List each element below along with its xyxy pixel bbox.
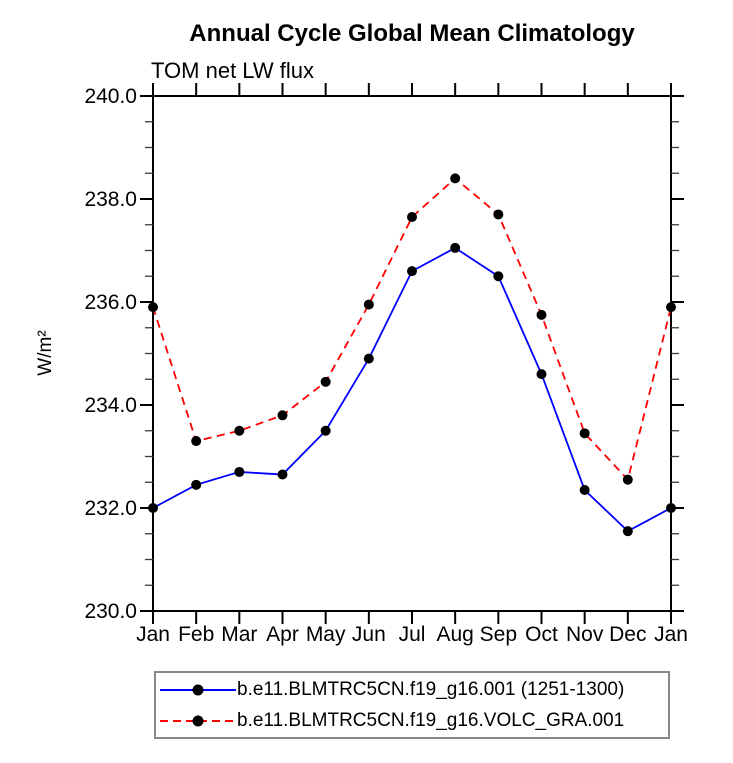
y-tick-label: 234.0 <box>84 394 137 417</box>
legend-entry-series-1: b.e11.BLMTRC5CN.f19_g16.VOLC_GRA.001 <box>160 709 668 733</box>
data-point-marker-series-0 <box>320 425 331 436</box>
y-tick-label: 236.0 <box>84 291 137 314</box>
x-tick-label: Jun <box>352 623 386 646</box>
data-point-marker-series-1 <box>191 436 202 447</box>
plot-frame <box>152 95 672 612</box>
legend-label-series-1: b.e11.BLMTRC5CN.f19_g16.VOLC_GRA.001 <box>237 709 625 731</box>
legend-line-sample-red <box>160 715 236 726</box>
data-point-marker-series-0 <box>622 526 633 537</box>
data-point-marker-series-1 <box>320 376 331 387</box>
data-point-marker-series-1 <box>363 299 374 310</box>
data-point-marker-series-0 <box>191 479 202 490</box>
data-point-marker-series-1 <box>450 173 461 184</box>
y-tick-label: 238.0 <box>84 188 137 211</box>
x-tick-label: Feb <box>178 623 214 646</box>
data-point-marker-series-0 <box>407 266 417 277</box>
data-point-marker-series-0 <box>493 271 504 282</box>
data-point-marker-series-1 <box>234 425 245 436</box>
y-tick-label: 232.0 <box>84 497 137 520</box>
marker-dot-icon <box>192 684 204 695</box>
chart-title: Annual Cycle Global Mean Climatology <box>189 20 635 47</box>
data-point-marker-series-1 <box>536 309 547 320</box>
x-tick-label: Apr <box>266 623 299 646</box>
data-point-marker-series-1 <box>407 212 417 223</box>
marker-dot-icon <box>192 715 204 726</box>
data-point-marker-series-0 <box>666 503 676 513</box>
data-point-marker-series-0 <box>234 466 245 477</box>
x-tick-label: May <box>306 623 346 646</box>
x-tick-label: Jan <box>136 623 170 646</box>
x-tick-label: Mar <box>221 623 257 646</box>
x-tick-label: Jan <box>654 623 688 646</box>
data-point-marker-series-1 <box>493 209 504 220</box>
x-tick-label: Dec <box>609 623 646 646</box>
data-point-marker-series-0 <box>148 503 158 513</box>
x-tick-label: Aug <box>436 623 473 646</box>
series-line-1 <box>152 177 672 482</box>
data-point-marker-series-0 <box>450 242 461 253</box>
legend-entry-series-0: b.e11.BLMTRC5CN.f19_g16.001 (1251-1300) <box>160 678 668 702</box>
y-tick-label: 230.0 <box>84 600 137 623</box>
legend-line-sample-blue <box>160 684 236 695</box>
y-tick-label: 240.0 <box>84 85 137 108</box>
data-point-marker-series-1 <box>148 302 158 313</box>
chart-subtitle: TOM net LW flux <box>151 58 315 83</box>
x-tick-label: Oct <box>525 623 558 646</box>
legend: b.e11.BLMTRC5CN.f19_g16.001 (1251-1300) … <box>154 671 670 739</box>
legend-label-series-0: b.e11.BLMTRC5CN.f19_g16.001 (1251-1300) <box>237 678 625 700</box>
x-tick-label: Sep <box>480 623 517 646</box>
x-tick-label: Jul <box>399 623 426 646</box>
data-point-marker-series-1 <box>579 428 590 439</box>
data-point-marker-series-0 <box>536 369 547 380</box>
data-point-marker-series-1 <box>622 474 633 485</box>
data-point-marker-series-0 <box>579 484 590 495</box>
data-point-marker-series-1 <box>666 302 676 313</box>
series-line-0 <box>152 246 672 533</box>
data-point-marker-series-1 <box>277 410 288 421</box>
data-point-marker-series-0 <box>363 353 374 364</box>
data-point-marker-series-0 <box>277 469 288 480</box>
x-tick-label: Nov <box>566 623 604 646</box>
